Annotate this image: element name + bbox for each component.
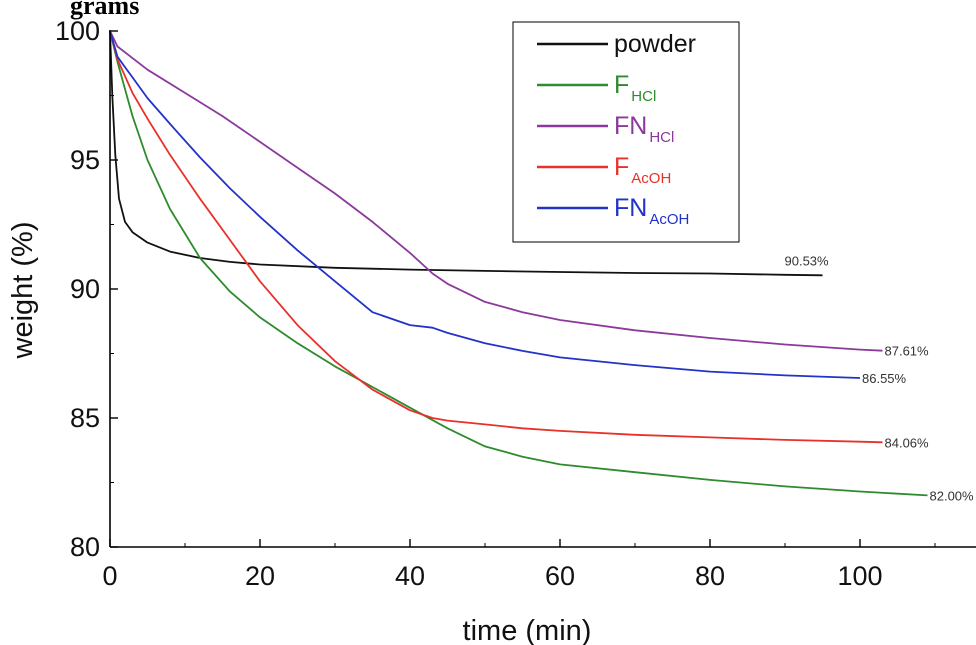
- legend-label: FN AcOH: [614, 194, 689, 228]
- end-value-label: 84.06%: [885, 435, 930, 450]
- legend-label: F HCl: [614, 71, 656, 105]
- y-axis-title: weight (%): [7, 222, 39, 360]
- end-value-label: 82.00%: [930, 488, 975, 503]
- x-tick-label: 40: [395, 561, 425, 591]
- y-axis-ticks: 80 85 90 95 100: [55, 16, 118, 562]
- legend-label-main: F: [614, 153, 629, 181]
- legend-label-subscript: HCl: [649, 129, 674, 146]
- x-tick-label: 100: [837, 561, 882, 591]
- legend-label: F AcOH: [614, 153, 671, 187]
- legend-label-main: powder: [614, 30, 696, 58]
- y-tick-label: 90: [70, 274, 100, 304]
- y-tick-label: 95: [70, 145, 100, 175]
- legend-label-main: FN: [614, 194, 647, 222]
- page-title: grams: [70, 0, 139, 20]
- x-tick-label: 20: [245, 561, 275, 591]
- legend-label: FN HCl: [614, 112, 674, 146]
- legend-box: [512, 21, 740, 243]
- legend-label-subscript: HCl: [631, 88, 656, 105]
- legend-label-subscript: AcOH: [631, 170, 671, 187]
- end-value-label: 86.55%: [862, 371, 907, 386]
- series-line-fnhcl: [109, 30, 883, 352]
- y-tick-label: 85: [70, 403, 100, 433]
- legend-label-main: F: [614, 71, 629, 99]
- series-line-fnacoh: [109, 30, 861, 379]
- series-line-facoh: [109, 30, 883, 444]
- x-tick-label: 0: [102, 561, 117, 591]
- y-tick-label: 100: [55, 16, 100, 46]
- series-line-powder: [109, 30, 823, 277]
- x-tick-label: 80: [695, 561, 725, 591]
- end-value-label: 90.53%: [785, 253, 830, 268]
- legend-label-subscript: AcOH: [649, 211, 689, 228]
- x-tick-label: 60: [545, 561, 575, 591]
- series-line-fhcl: [109, 30, 928, 497]
- end-value-label: 87.61%: [885, 344, 930, 359]
- x-axis-title: time (min): [463, 615, 592, 645]
- x-axis-ticks: 0 20 40 60 80 100: [102, 539, 936, 591]
- y-tick-label: 80: [70, 532, 100, 562]
- series-layer: 90.53% 82.00% 87.61% 84.06% 86.55%: [109, 30, 975, 503]
- legend-label: powder: [614, 30, 696, 58]
- legend-label-main: FN: [614, 112, 647, 140]
